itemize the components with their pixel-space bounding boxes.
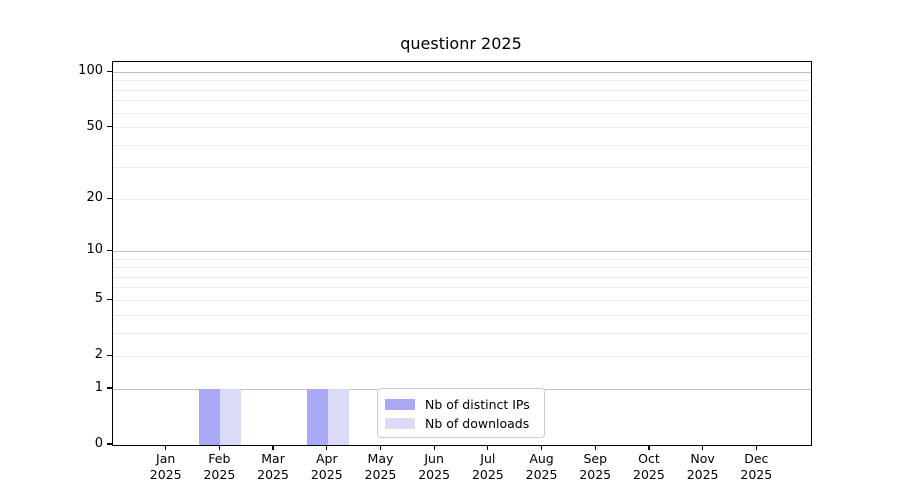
y-tick-label: 1: [94, 380, 103, 396]
x-tick-year: 2025: [471, 466, 504, 482]
gridline-minor: [113, 127, 811, 129]
x-tick-mark: [648, 445, 650, 450]
x-tick-mark: [379, 445, 382, 450]
y-tick-label: 100: [78, 63, 103, 79]
gridline-major: [113, 250, 811, 252]
gridline-minor: [113, 112, 811, 114]
bar-downloads: [327, 389, 349, 445]
legend-item-label: Nb of downloads: [425, 416, 530, 431]
y-tick-mark: [107, 298, 112, 300]
legend-row: Nb of downloads: [385, 414, 536, 433]
x-tick-month: Apr: [315, 451, 338, 466]
x-tick-label: Apr 2025: [295, 451, 359, 482]
x-tick-month: Mar: [261, 451, 285, 466]
x-tick-mark: [487, 445, 489, 450]
gridline-minor: [113, 100, 811, 102]
gridline-minor: [113, 299, 811, 301]
bar-distinct-ips: [306, 389, 328, 445]
x-tick-month: Sep: [583, 451, 607, 466]
x-tick-year: 2025: [257, 466, 289, 482]
bar-distinct-ips: [199, 389, 221, 445]
gridline-minor: [113, 267, 811, 269]
x-tick-label: Jul 2025: [456, 451, 520, 482]
x-tick-year: 2025: [418, 466, 451, 482]
y-tick-mark: [107, 126, 112, 128]
x-tick-year: 2025: [579, 466, 612, 482]
x-tick-mark: [218, 445, 220, 450]
y-tick-label: 2: [94, 347, 103, 363]
gridline-major: [113, 71, 811, 73]
x-tick-year: 2025: [149, 466, 182, 482]
chart-title: questionr 2025: [400, 34, 522, 53]
x-tick-year: 2025: [740, 466, 773, 482]
gridline-minor: [113, 332, 811, 334]
gridline-minor: [113, 258, 811, 260]
x-tick-year: 2025: [525, 466, 558, 482]
x-tick-mark: [702, 445, 704, 450]
gridline-minor: [113, 287, 811, 289]
x-tick-month: Feb: [208, 451, 231, 466]
plot-area: [112, 61, 812, 446]
x-tick-label: Jun 2025: [402, 451, 466, 482]
gridline-minor: [113, 355, 811, 357]
x-tick-month: Jun: [424, 451, 444, 466]
x-tick-label: Oct 2025: [617, 451, 681, 482]
y-tick-label: 50: [86, 118, 103, 134]
gridline-minor: [113, 89, 811, 91]
x-tick-year: 2025: [203, 466, 236, 482]
bar-downloads: [220, 389, 242, 445]
y-tick-mark: [107, 354, 112, 356]
x-tick-label: Sep 2025: [563, 451, 627, 482]
gridline-minor: [113, 80, 811, 82]
gridline-minor: [113, 314, 811, 316]
x-tick-month: Nov: [690, 451, 715, 466]
y-tick-mark: [107, 70, 112, 73]
x-tick-month: Jan: [156, 451, 176, 466]
y-tick-label: 0: [94, 436, 103, 451]
x-tick-year: 2025: [310, 466, 343, 482]
legend: Nb of distinct IPs Nb of downloads: [377, 388, 545, 438]
x-tick-label: Aug 2025: [510, 451, 574, 482]
x-tick-mark: [165, 445, 167, 450]
x-tick-label: Feb 2025: [187, 451, 251, 482]
x-tick-month: Jul: [480, 451, 496, 466]
x-tick-year: 2025: [633, 466, 665, 482]
legend-swatch: [385, 399, 415, 410]
x-tick-mark: [433, 445, 435, 450]
x-tick-label: May 2025: [348, 451, 412, 482]
y-tick-label: 5: [94, 291, 103, 307]
x-tick-month: May: [367, 451, 394, 466]
x-tick-label: Nov 2025: [671, 451, 735, 482]
gridline-minor: [113, 167, 811, 169]
x-tick-mark: [540, 445, 543, 450]
x-tick-label: Mar 2025: [241, 451, 305, 482]
gridline-minor: [113, 276, 811, 278]
y-tick-mark: [107, 387, 112, 389]
x-tick-year: 2025: [686, 466, 719, 482]
x-tick-mark: [272, 445, 274, 450]
x-tick-month: Aug: [529, 451, 554, 466]
x-tick-mark: [326, 445, 328, 450]
x-tick-mark: [755, 445, 757, 450]
y-tick-mark: [107, 197, 112, 199]
y-tick-mark: [107, 443, 112, 445]
x-tick-mark: [594, 445, 596, 450]
x-tick-label: Jan 2025: [134, 451, 198, 482]
y-tick-label: 10: [86, 242, 103, 258]
gridline-minor: [113, 198, 811, 200]
x-tick-label: Dec 2025: [724, 451, 788, 482]
y-tick-label: 20: [86, 190, 103, 206]
legend-row: Nb of distinct IPs: [385, 395, 536, 414]
gridline-minor: [113, 144, 811, 146]
y-tick-mark: [107, 249, 112, 252]
x-tick-month: Dec: [744, 451, 769, 466]
legend-item-label: Nb of distinct IPs: [425, 397, 530, 412]
x-tick-year: 2025: [364, 466, 397, 482]
legend-swatch: [385, 418, 415, 429]
x-tick-month: Oct: [638, 451, 660, 466]
